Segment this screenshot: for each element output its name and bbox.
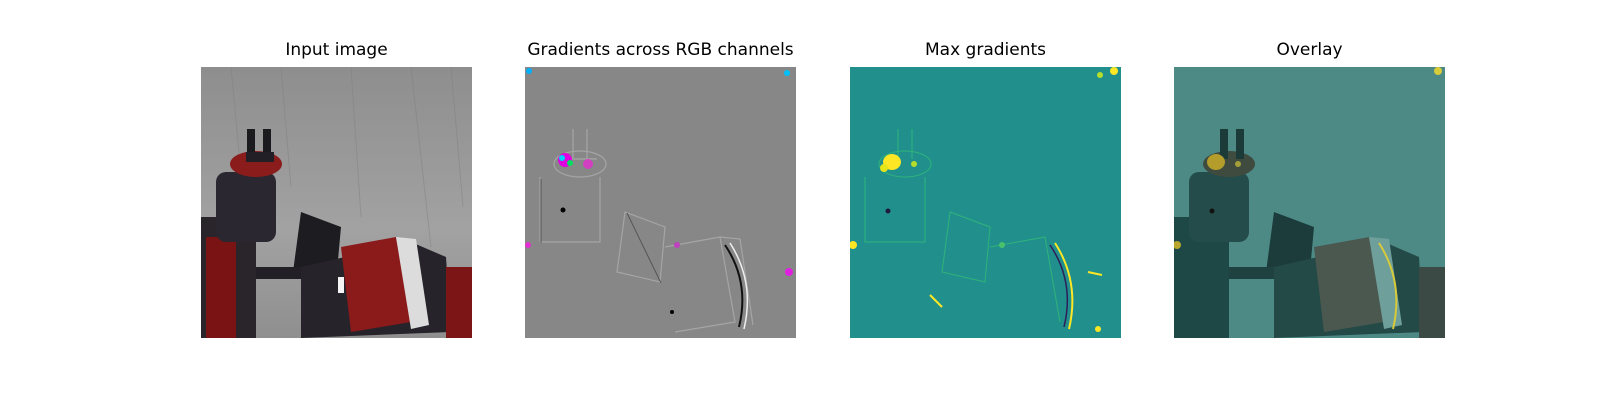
panel-title: Max gradients [924, 40, 1047, 60]
rgb-gradients-image [525, 67, 796, 338]
overlay-image [1174, 67, 1445, 338]
input-image [201, 67, 472, 338]
panel-title: Gradients across RGB channels [527, 40, 794, 60]
panel-title: Overlay [1276, 40, 1343, 60]
panel-title: Input image [285, 40, 388, 60]
max-gradients-image [850, 67, 1121, 338]
